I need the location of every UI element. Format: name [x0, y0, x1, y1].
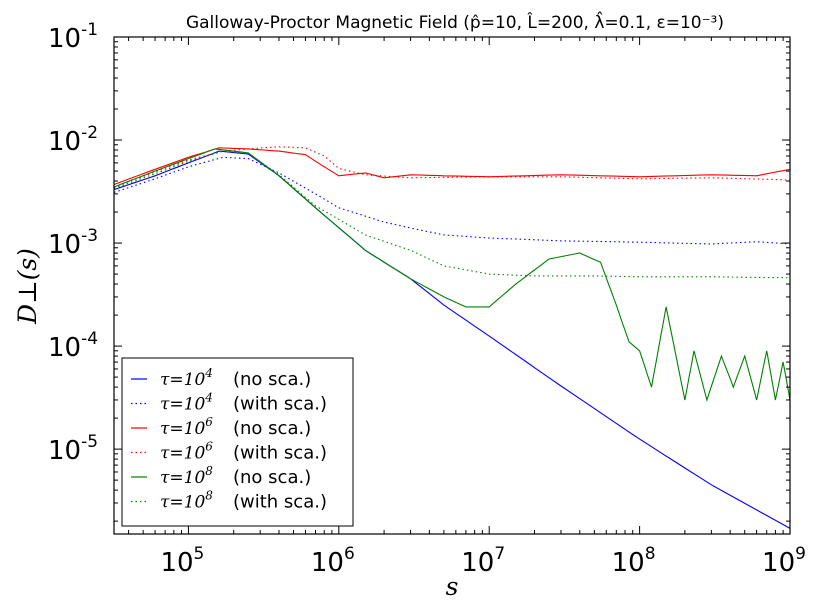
y-axis-label: D⊥(s): [13, 248, 42, 325]
legend-tau-6: τ=108: [160, 489, 213, 513]
legend-label-4: (with sca.): [233, 443, 327, 464]
plot-frame: [113, 36, 791, 535]
series-line-5: [113, 148, 791, 402]
legend-tau-4: τ=106: [160, 440, 213, 464]
legend-tau-2: τ=104: [160, 391, 213, 415]
legend-label-3: (no sca.): [233, 418, 311, 439]
legend-tau-1: τ=104: [160, 366, 213, 390]
legend-tau-3: τ=106: [160, 415, 213, 439]
y-tick-label: 10-5: [48, 432, 98, 466]
legend-label-6: (with sca.): [233, 492, 327, 513]
x-tick-label: 107: [461, 544, 505, 578]
series-layer: [113, 146, 791, 529]
legend-label-2: (with sca.): [233, 394, 327, 415]
legend-tau-5: τ=108: [160, 464, 213, 488]
series-line-6: [113, 150, 791, 279]
legend-frame: [121, 357, 354, 527]
legend-label-5: (no sca.): [233, 467, 311, 488]
y-tick-label: 10-4: [48, 329, 98, 363]
x-axis-label: s: [446, 572, 459, 601]
series-line-4: [113, 146, 791, 188]
legend: τ=104 (no sca.) τ=104 (with sca.) τ=106 (no s…: [121, 357, 354, 527]
chart-title: Galloway-Proctor Magnetic Field (p̂=10, …: [186, 10, 724, 33]
legend-label-1: (no sca.): [233, 369, 311, 390]
series-line-3: [113, 147, 791, 186]
